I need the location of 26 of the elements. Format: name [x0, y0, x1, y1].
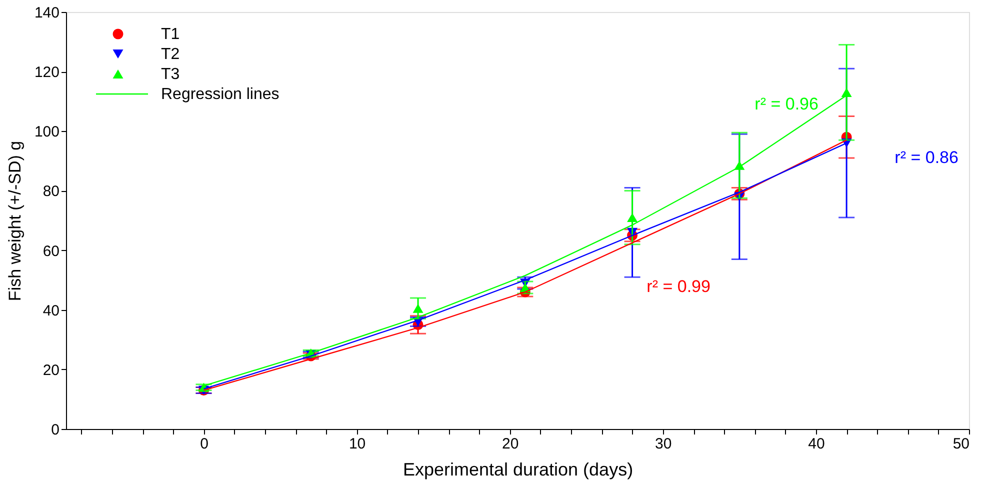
x-tick-label: 40: [808, 436, 825, 452]
y-tick-label: 0: [51, 422, 60, 438]
y-tick-label: 140: [34, 4, 60, 22]
y-tick-label: 20: [42, 362, 60, 379]
x-tick-label: 50: [952, 436, 970, 452]
point: [412, 304, 424, 313]
legend-label: Regression lines: [161, 86, 280, 103]
y-tick-label: 60: [42, 242, 60, 260]
y-tick-label: 80: [42, 183, 60, 200]
legend-label: T2: [161, 46, 180, 63]
x-axis-title: Experimental duration (days): [402, 460, 634, 480]
point: [627, 212, 638, 222]
y-tick-label: 100: [34, 124, 60, 141]
legend-label: T1: [161, 26, 180, 43]
x-tick-label: 30: [655, 436, 672, 452]
y-tick-label: 40: [42, 302, 60, 320]
annotation: r² = 0.96: [754, 94, 818, 114]
annotation: r² = 0.99: [646, 277, 710, 296]
x-tick-label: 20: [502, 436, 519, 452]
legend-label: T3: [161, 66, 180, 83]
y-tick-label: 120: [34, 64, 60, 82]
y-axis-title: Fish weight (+/-SD) g: [5, 140, 24, 302]
annotation: r² = 0.86: [894, 148, 958, 168]
x-tick-label: 10: [348, 436, 366, 452]
x-tick-label: 0: [200, 436, 208, 452]
point: [841, 88, 852, 97]
